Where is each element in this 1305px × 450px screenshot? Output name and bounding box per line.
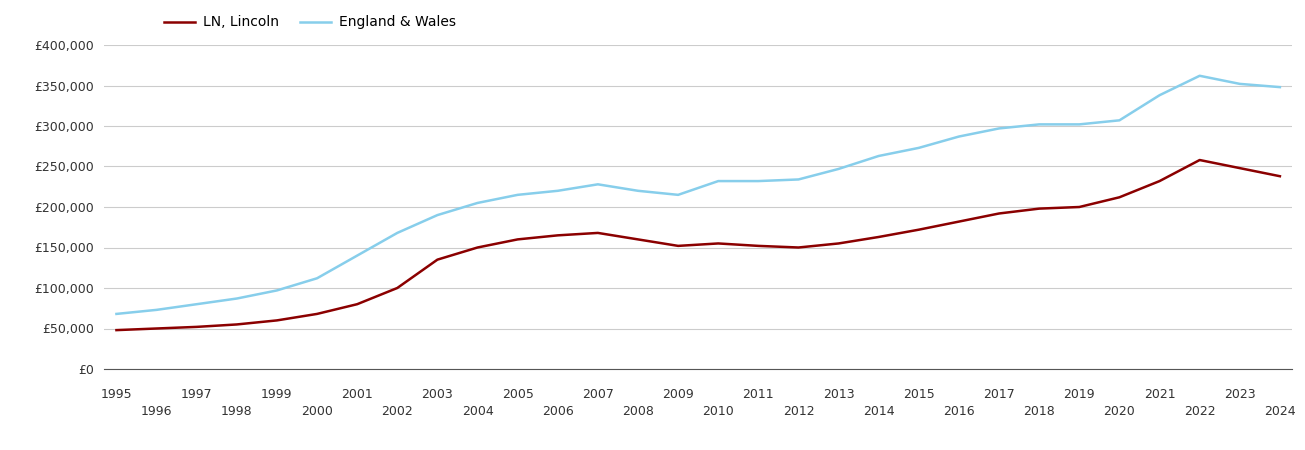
England & Wales: [951, 134, 967, 139]
England & Wales: [1031, 122, 1047, 127]
England & Wales: [1152, 93, 1168, 98]
England & Wales: [710, 178, 726, 184]
LN, Lincoln: [470, 245, 485, 250]
England & Wales: [992, 126, 1007, 131]
LN, Lincoln: [189, 324, 205, 329]
Text: 2003: 2003: [422, 388, 453, 401]
LN, Lincoln: [791, 245, 806, 250]
England & Wales: [630, 188, 646, 194]
LN, Lincoln: [590, 230, 606, 236]
Text: 2004: 2004: [462, 405, 493, 418]
England & Wales: [791, 177, 806, 182]
Text: 1999: 1999: [261, 388, 292, 401]
Text: 2002: 2002: [381, 405, 414, 418]
England & Wales: [750, 178, 766, 184]
Line: England & Wales: England & Wales: [116, 76, 1280, 314]
England & Wales: [671, 192, 686, 198]
LN, Lincoln: [1071, 204, 1087, 210]
Text: 2014: 2014: [863, 405, 894, 418]
Text: 2008: 2008: [622, 405, 654, 418]
LN, Lincoln: [831, 241, 847, 246]
England & Wales: [1232, 81, 1248, 86]
England & Wales: [108, 311, 124, 317]
LN, Lincoln: [1152, 178, 1168, 184]
England & Wales: [590, 182, 606, 187]
Text: 2024: 2024: [1265, 405, 1296, 418]
Text: 2010: 2010: [702, 405, 735, 418]
England & Wales: [911, 145, 927, 151]
Text: 2007: 2007: [582, 388, 613, 401]
LN, Lincoln: [510, 237, 526, 242]
England & Wales: [1112, 117, 1128, 123]
Text: 2017: 2017: [983, 388, 1015, 401]
Text: 2023: 2023: [1224, 388, 1255, 401]
Text: 1997: 1997: [181, 388, 213, 401]
LN, Lincoln: [992, 211, 1007, 216]
LN, Lincoln: [870, 234, 886, 240]
Text: 2021: 2021: [1143, 388, 1176, 401]
LN, Lincoln: [911, 227, 927, 232]
England & Wales: [1071, 122, 1087, 127]
LN, Lincoln: [309, 311, 325, 317]
Text: 2013: 2013: [822, 388, 855, 401]
England & Wales: [228, 296, 244, 301]
England & Wales: [470, 200, 485, 206]
Text: 2019: 2019: [1064, 388, 1095, 401]
England & Wales: [1191, 73, 1207, 78]
Text: 2016: 2016: [944, 405, 975, 418]
LN, Lincoln: [671, 243, 686, 248]
LN, Lincoln: [1272, 174, 1288, 179]
LN, Lincoln: [549, 233, 565, 238]
England & Wales: [350, 253, 365, 258]
Text: 2009: 2009: [662, 388, 694, 401]
LN, Lincoln: [951, 219, 967, 224]
LN, Lincoln: [429, 257, 445, 262]
Text: 2011: 2011: [743, 388, 774, 401]
Text: 2018: 2018: [1023, 405, 1054, 418]
England & Wales: [1272, 85, 1288, 90]
England & Wales: [429, 212, 445, 218]
LN, Lincoln: [630, 237, 646, 242]
Text: 1998: 1998: [221, 405, 253, 418]
LN, Lincoln: [228, 322, 244, 327]
LN, Lincoln: [1232, 166, 1248, 171]
England & Wales: [870, 153, 886, 159]
England & Wales: [389, 230, 405, 236]
LN, Lincoln: [1112, 194, 1128, 200]
Legend: LN, Lincoln, England & Wales: LN, Lincoln, England & Wales: [159, 10, 462, 35]
LN, Lincoln: [710, 241, 726, 246]
Text: 2015: 2015: [903, 388, 934, 401]
England & Wales: [269, 288, 284, 293]
England & Wales: [309, 275, 325, 281]
LN, Lincoln: [750, 243, 766, 248]
Text: 1996: 1996: [141, 405, 172, 418]
Text: 2005: 2005: [501, 388, 534, 401]
England & Wales: [149, 307, 164, 313]
England & Wales: [549, 188, 565, 194]
Text: 2022: 2022: [1184, 405, 1215, 418]
Text: 2006: 2006: [542, 405, 574, 418]
Text: 2000: 2000: [301, 405, 333, 418]
England & Wales: [510, 192, 526, 198]
LN, Lincoln: [389, 285, 405, 291]
LN, Lincoln: [269, 318, 284, 323]
LN, Lincoln: [1191, 158, 1207, 163]
LN, Lincoln: [350, 302, 365, 307]
Line: LN, Lincoln: LN, Lincoln: [116, 160, 1280, 330]
LN, Lincoln: [108, 328, 124, 333]
England & Wales: [831, 166, 847, 171]
Text: 2012: 2012: [783, 405, 814, 418]
England & Wales: [189, 302, 205, 307]
Text: 2001: 2001: [342, 388, 373, 401]
LN, Lincoln: [1031, 206, 1047, 211]
Text: 1995: 1995: [100, 388, 132, 401]
LN, Lincoln: [149, 326, 164, 331]
Text: 2020: 2020: [1104, 405, 1135, 418]
